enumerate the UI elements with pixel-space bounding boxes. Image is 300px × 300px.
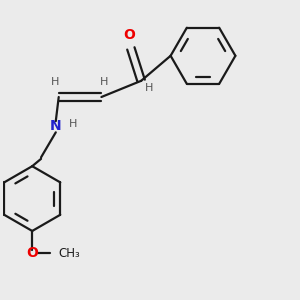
Text: H: H [51,77,59,87]
Text: N: N [50,119,61,134]
Text: O: O [124,28,135,42]
Text: H: H [100,77,109,87]
Text: H: H [69,119,78,129]
Text: H: H [145,83,154,93]
Text: CH₃: CH₃ [59,247,80,260]
Text: O: O [26,246,38,260]
